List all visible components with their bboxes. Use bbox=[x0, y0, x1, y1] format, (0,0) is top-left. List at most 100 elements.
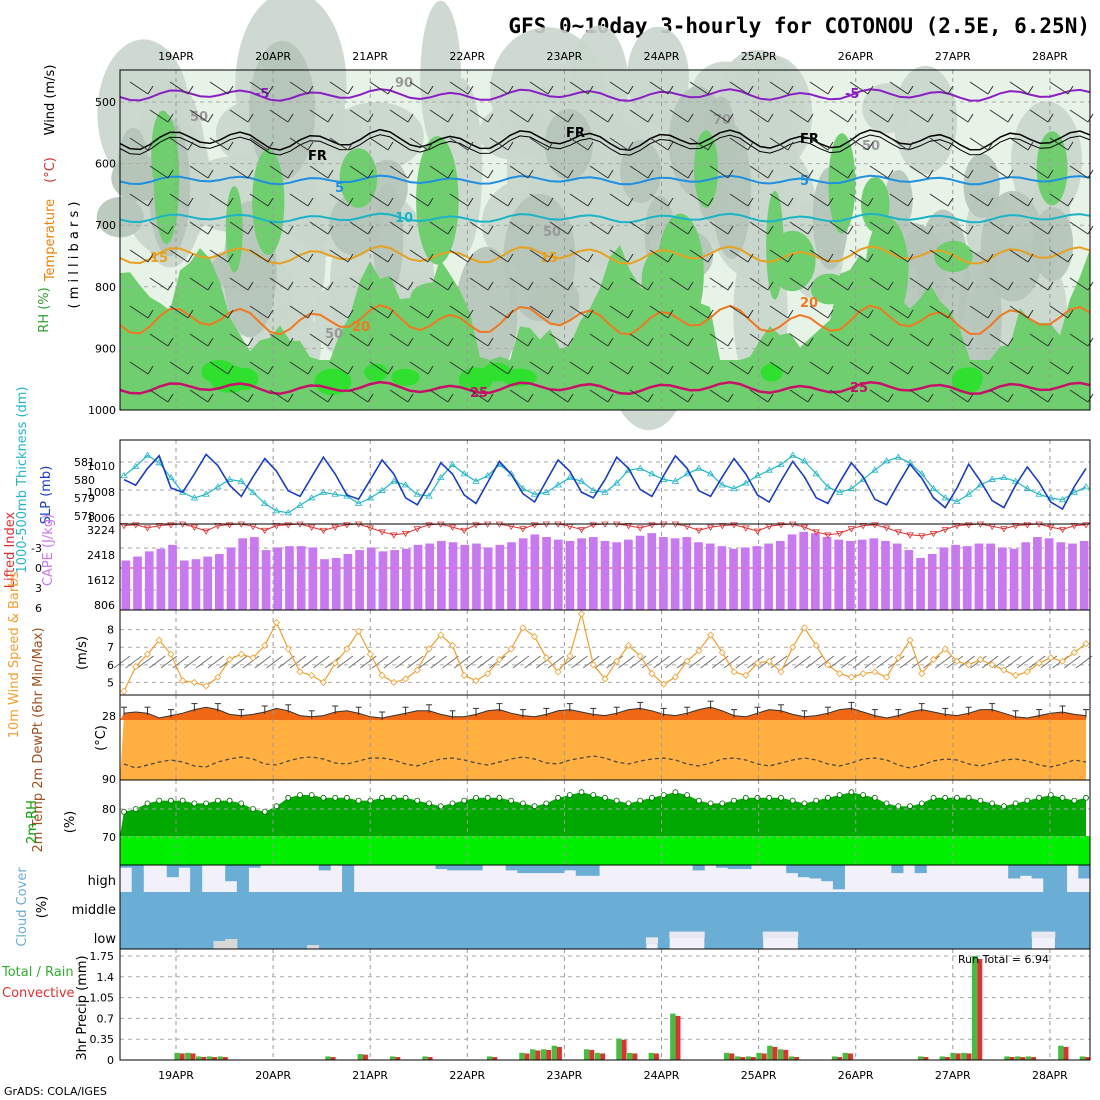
rh2m-point bbox=[954, 794, 960, 801]
thickness-point bbox=[366, 494, 375, 501]
wind-barb-flag bbox=[587, 309, 594, 319]
wind-barb bbox=[509, 389, 529, 403]
wind-barb bbox=[1009, 81, 1029, 95]
wind-barb-flag bbox=[1067, 309, 1074, 319]
wind-barb-flag bbox=[147, 365, 154, 375]
rh-area bbox=[410, 282, 457, 313]
wind10-barb bbox=[465, 655, 483, 669]
wind-barb bbox=[529, 137, 549, 151]
cloud-high-bar bbox=[727, 865, 740, 870]
thickness-point bbox=[272, 507, 281, 514]
precip-convective-bar bbox=[848, 1053, 853, 1060]
cloud-middle-bar bbox=[435, 892, 448, 949]
wind10-point bbox=[120, 687, 128, 695]
date-label-bottom: 28APR bbox=[1032, 1069, 1068, 1082]
wind10-barb bbox=[371, 655, 389, 669]
wind-barb-flag bbox=[847, 393, 854, 403]
rh-area bbox=[1036, 131, 1068, 206]
precip-total-bar bbox=[918, 1056, 924, 1060]
wind-barb bbox=[909, 109, 929, 123]
thickness-point bbox=[530, 490, 539, 497]
wind-barb bbox=[509, 109, 529, 123]
wind-barb bbox=[1069, 333, 1089, 347]
rh2m-point bbox=[167, 797, 174, 804]
precip-convective-bar bbox=[837, 1057, 843, 1060]
wind-barb-flag bbox=[147, 141, 154, 151]
rh2m-point bbox=[426, 800, 432, 807]
rh2m-point bbox=[1036, 794, 1042, 801]
precip-total-bar bbox=[1079, 1056, 1086, 1060]
wind-barb bbox=[409, 305, 429, 319]
precip-convective-bar bbox=[945, 1057, 950, 1060]
wind-barb bbox=[769, 361, 789, 375]
wind-barb-flag bbox=[467, 85, 474, 95]
wind-barb bbox=[689, 361, 709, 375]
wind-barb-flag bbox=[887, 113, 894, 123]
cloud-high-bar bbox=[529, 865, 542, 874]
wind-barb bbox=[129, 81, 149, 95]
wind-barb-flag bbox=[1047, 225, 1054, 235]
precip-total-bar bbox=[1015, 1056, 1021, 1060]
wind-barb-flag bbox=[747, 365, 754, 375]
wind-barb-flag bbox=[867, 141, 874, 151]
wind-barb-flag bbox=[787, 197, 794, 207]
wind10-point bbox=[765, 657, 773, 665]
cloud-high-bar bbox=[470, 865, 483, 871]
rh2m-point bbox=[543, 800, 550, 807]
wind-barb-flag bbox=[707, 141, 714, 151]
cloud-middle-bar bbox=[178, 892, 191, 949]
wind10-barb bbox=[125, 655, 142, 669]
wind-barb-flag bbox=[767, 337, 774, 347]
rh2m-point bbox=[144, 800, 151, 807]
cloud-middle-gap bbox=[774, 931, 787, 938]
wind-barb bbox=[809, 361, 829, 375]
wind-barb-flag bbox=[987, 197, 994, 207]
rh-area bbox=[420, 0, 462, 155]
wind-barb bbox=[469, 277, 489, 291]
thickness-point bbox=[354, 499, 363, 506]
wind-barb-flag bbox=[1027, 253, 1034, 263]
precip-total-bar bbox=[950, 1052, 956, 1060]
wind-barb bbox=[809, 137, 829, 151]
wind-barb-flag bbox=[367, 113, 374, 123]
cape-bar bbox=[413, 544, 423, 610]
wind-barb-flag bbox=[507, 197, 514, 207]
wind10-point bbox=[507, 645, 515, 653]
wind-barb bbox=[349, 165, 369, 179]
wind10-barb bbox=[958, 655, 975, 669]
rh2m-point bbox=[379, 794, 386, 801]
rh2m-point bbox=[1083, 794, 1089, 801]
wind-barb-flag bbox=[1047, 281, 1054, 291]
precip-total-bar bbox=[174, 1052, 180, 1060]
wind-barb-flag bbox=[787, 85, 794, 95]
precip-total-bar bbox=[540, 1049, 547, 1060]
cape-bar bbox=[962, 546, 972, 610]
wind-barb bbox=[549, 165, 569, 179]
cape-bar bbox=[261, 550, 271, 610]
wind10-point bbox=[202, 682, 210, 690]
lifted-index-point bbox=[941, 527, 949, 534]
lifted-index-tick-label: 0 bbox=[35, 562, 42, 575]
wind10-barb bbox=[665, 655, 682, 669]
precip-total-bar bbox=[767, 1045, 773, 1060]
freezing-level bbox=[119, 128, 1091, 151]
wind-barb bbox=[949, 333, 969, 347]
wind-barb bbox=[769, 249, 789, 263]
wind-barb bbox=[189, 109, 209, 123]
thickness-point bbox=[237, 477, 246, 484]
wind-barb bbox=[429, 109, 449, 123]
lifted-index-tick-label: 3 bbox=[35, 582, 42, 595]
wind10-point bbox=[601, 675, 609, 683]
wind-barb bbox=[869, 165, 889, 179]
rh2m-point bbox=[496, 794, 503, 801]
wind-barb bbox=[769, 81, 789, 95]
wind-barb bbox=[309, 221, 329, 235]
wind10-point bbox=[1023, 668, 1031, 676]
wind-barb bbox=[829, 389, 849, 403]
cloud-middle-bar bbox=[704, 892, 717, 949]
wind-barb-flag bbox=[267, 141, 274, 151]
wind-barb-flag bbox=[607, 337, 614, 347]
wind-barb bbox=[149, 389, 169, 403]
cape-bar bbox=[1079, 540, 1089, 610]
precip-convective-bar bbox=[977, 958, 983, 1060]
